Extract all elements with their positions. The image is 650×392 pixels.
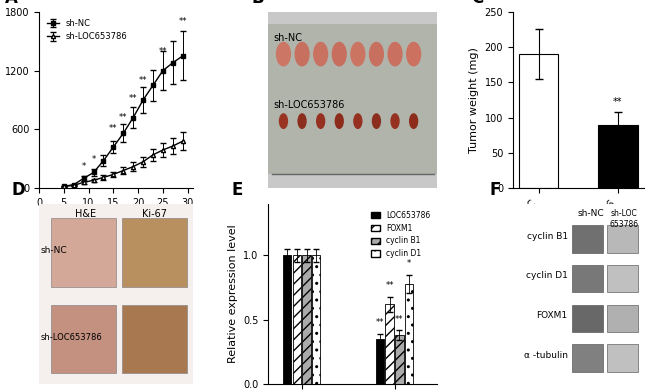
Bar — [571, 265, 603, 292]
Ellipse shape — [391, 113, 400, 129]
Bar — [122, 305, 187, 373]
Text: FOXM1: FOXM1 — [537, 311, 567, 320]
Ellipse shape — [353, 113, 363, 129]
Text: sh-LOC
653786: sh-LOC 653786 — [609, 209, 638, 229]
Bar — [302, 255, 311, 384]
Text: *: * — [407, 259, 411, 268]
Ellipse shape — [298, 113, 307, 129]
Text: cyclin D1: cyclin D1 — [526, 272, 567, 280]
Text: **: ** — [395, 315, 404, 324]
Bar — [312, 255, 320, 384]
Text: **: ** — [129, 94, 137, 103]
Ellipse shape — [276, 42, 291, 67]
Text: **: ** — [119, 113, 127, 122]
Ellipse shape — [335, 113, 344, 129]
Text: **: ** — [613, 97, 623, 107]
Text: sh-LOC653786: sh-LOC653786 — [40, 333, 102, 342]
Text: E: E — [231, 181, 242, 199]
Ellipse shape — [350, 42, 365, 67]
Text: α -tubulin: α -tubulin — [524, 351, 567, 360]
Ellipse shape — [279, 113, 288, 129]
Text: C: C — [471, 0, 484, 7]
Text: Ki-67: Ki-67 — [142, 209, 167, 219]
Ellipse shape — [369, 42, 384, 67]
Bar — [607, 225, 638, 252]
Text: *: * — [92, 155, 96, 164]
Bar — [268, 24, 437, 174]
Text: *: * — [81, 162, 86, 171]
Text: B: B — [252, 0, 264, 7]
Bar — [405, 284, 413, 384]
Ellipse shape — [409, 113, 419, 129]
Bar — [292, 255, 301, 384]
Legend: sh-NC, sh-LOC653786: sh-NC, sh-LOC653786 — [43, 16, 131, 45]
Text: **: ** — [179, 18, 187, 27]
Text: F: F — [489, 181, 500, 199]
Bar — [122, 218, 187, 287]
Ellipse shape — [372, 113, 381, 129]
Bar — [607, 265, 638, 292]
Bar — [598, 125, 638, 188]
Text: H&E: H&E — [75, 209, 96, 219]
Bar — [395, 335, 404, 384]
Y-axis label: Relative expression level: Relative expression level — [227, 225, 238, 363]
Text: **: ** — [159, 47, 167, 56]
Ellipse shape — [316, 113, 325, 129]
Text: **: ** — [109, 124, 118, 133]
X-axis label: Time(days): Time(days) — [84, 213, 147, 223]
Text: A: A — [5, 0, 18, 7]
Text: sh-LOC653786: sh-LOC653786 — [273, 100, 344, 110]
Text: sh-NC: sh-NC — [40, 246, 67, 255]
Text: sh-NC: sh-NC — [578, 209, 604, 218]
Bar — [385, 304, 394, 384]
Bar — [376, 339, 384, 384]
Ellipse shape — [294, 42, 309, 67]
Text: **: ** — [385, 281, 394, 290]
Ellipse shape — [406, 42, 421, 67]
Legend: LOC653786, FOXM1, cyclin B1, cyclin D1: LOC653786, FOXM1, cyclin B1, cyclin D1 — [368, 208, 434, 261]
Bar — [51, 218, 116, 287]
Text: **: ** — [139, 76, 148, 85]
Bar — [51, 305, 116, 373]
Bar — [519, 54, 558, 188]
Y-axis label: Tumor weight (mg): Tumor weight (mg) — [469, 47, 479, 153]
Text: **: ** — [376, 318, 384, 327]
Bar — [571, 225, 603, 252]
Ellipse shape — [387, 42, 402, 67]
Bar — [283, 255, 291, 384]
Text: D: D — [11, 181, 25, 199]
Bar — [607, 305, 638, 332]
Bar — [607, 345, 638, 372]
Ellipse shape — [332, 42, 347, 67]
Ellipse shape — [313, 42, 328, 67]
Text: cyclin B1: cyclin B1 — [526, 232, 567, 241]
Bar — [571, 305, 603, 332]
Bar — [571, 345, 603, 372]
Text: sh-NC: sh-NC — [273, 33, 302, 43]
